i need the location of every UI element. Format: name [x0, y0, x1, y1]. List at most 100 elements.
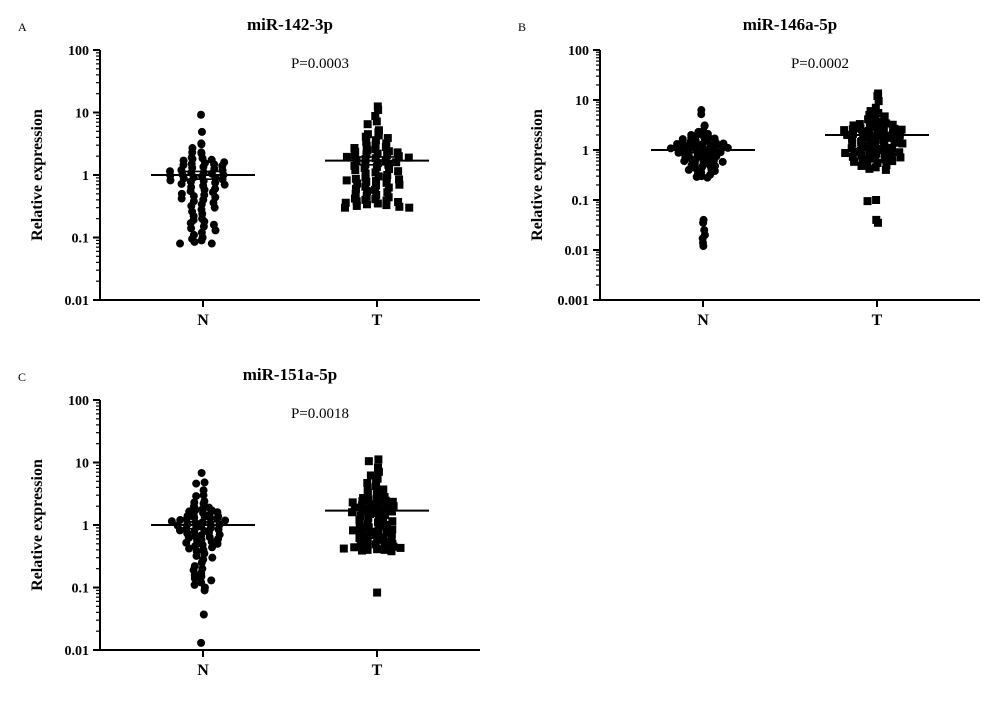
data-point-circle: [697, 110, 705, 118]
data-point-square: [373, 545, 381, 553]
data-point-circle: [201, 478, 209, 486]
y-tick-label: 100: [68, 394, 89, 409]
y-tick-label: 1: [582, 144, 589, 159]
data-point-square: [373, 589, 381, 597]
data-point-square: [374, 455, 382, 463]
data-point-circle: [699, 219, 707, 227]
scatter-panel: miR-151a-5pP=0.00180.010.1110100Relative…: [10, 360, 510, 710]
y-axis-label: Relative expression: [529, 109, 546, 241]
data-point-circle: [208, 240, 216, 248]
data-point-square: [364, 120, 372, 128]
data-point-square: [850, 158, 858, 166]
data-point-square: [395, 203, 403, 211]
y-tick-label: 0.1: [72, 232, 90, 247]
data-point-square: [841, 149, 849, 157]
panel-title: miR-151a-5p: [243, 365, 337, 384]
panel-title: miR-146a-5p: [743, 15, 837, 34]
panel-letter: A: [18, 20, 27, 35]
data-point-square: [373, 117, 381, 125]
data-point-square: [397, 544, 405, 552]
data-point-square: [387, 547, 395, 555]
data-point-square: [874, 219, 882, 227]
y-tick-label: 10: [75, 457, 89, 472]
y-axis-label: Relative expression: [29, 459, 46, 591]
y-tick-label: 10: [575, 94, 589, 109]
data-point-circle: [208, 543, 216, 551]
y-tick-label: 100: [568, 44, 589, 59]
figure-panel: BmiR-146a-5p P=0.0002 0.001 0.01 0.1 1 10 100 Re…: [510, 10, 1000, 360]
y-tick-label: 0.001: [558, 294, 590, 309]
data-point-square: [350, 543, 358, 551]
data-point-square: [858, 162, 866, 170]
x-tick-label: N: [197, 312, 209, 329]
y-tick-label: 0.01: [65, 644, 90, 659]
data-point-circle: [190, 238, 198, 246]
data-point-square: [341, 204, 349, 212]
p-value-label: P=0.0002: [791, 56, 849, 72]
y-tick-label: 0.01: [65, 294, 90, 309]
panel-title: miR-142-3p: [247, 15, 333, 34]
p-value-label: P=0.0018: [291, 406, 349, 422]
data-point-square: [395, 181, 403, 189]
data-point-circle: [719, 158, 727, 166]
y-tick-label: 10: [75, 107, 89, 122]
data-point-square: [896, 153, 904, 161]
data-point-circle: [198, 469, 206, 477]
data-point-circle: [176, 240, 184, 248]
data-point-square: [351, 166, 359, 174]
data-point-square: [864, 197, 872, 205]
data-point-circle: [193, 552, 201, 560]
figure-panel: CmiR-151a-5pP=0.00180.010.1110100Relativ…: [10, 360, 510, 710]
data-point-circle: [221, 181, 229, 189]
data-point-circle: [211, 204, 219, 212]
data-point-square: [363, 200, 371, 208]
panel-letter: C: [18, 370, 26, 385]
x-tick-label: T: [372, 312, 383, 329]
data-point-circle: [178, 195, 186, 203]
data-point-square: [394, 167, 402, 175]
data-point-circle: [208, 554, 216, 562]
data-point-square: [353, 202, 361, 210]
data-point-circle: [685, 166, 693, 174]
data-point-square: [348, 508, 356, 516]
x-tick-label: N: [197, 662, 209, 679]
data-point-square: [882, 166, 890, 174]
data-point-circle: [166, 176, 174, 184]
y-tick-label: 1: [82, 169, 89, 184]
p-value-label: P=0.0003: [291, 56, 349, 72]
data-point-circle: [198, 236, 206, 244]
data-point-square: [898, 139, 906, 147]
data-point-circle: [693, 173, 701, 181]
y-axis-label: Relative expression: [29, 109, 46, 241]
data-point-square: [405, 204, 413, 212]
data-point-circle: [703, 174, 711, 182]
y-tick-label: 0.1: [572, 194, 590, 209]
scatter-panel: miR-142-3pP=0.00030.010.1110100Relative …: [10, 10, 510, 360]
data-point-square: [365, 457, 373, 465]
data-point-square: [343, 176, 351, 184]
data-point-circle: [197, 639, 205, 647]
x-tick-label: T: [372, 662, 383, 679]
data-point-circle: [198, 128, 206, 136]
y-tick-label: 0.01: [565, 244, 590, 259]
data-point-circle: [191, 581, 199, 589]
data-point-circle: [197, 111, 205, 119]
data-point-square: [865, 165, 873, 173]
data-point-circle: [699, 242, 707, 250]
panel-letter: B: [518, 20, 526, 35]
data-point-circle: [211, 226, 219, 234]
data-point-circle: [667, 144, 675, 152]
data-point-square: [375, 468, 383, 476]
scatter-panel: miR-146a-5p P=0.0002 0.001 0.01 0.1 1 10 100 Rel…: [510, 10, 1000, 360]
data-point-circle: [178, 180, 186, 188]
data-point-circle: [207, 576, 215, 584]
data-point-square: [349, 526, 357, 534]
figure-panel: AmiR-142-3pP=0.00030.010.1110100Relative…: [10, 10, 510, 360]
data-point-square: [872, 196, 880, 204]
data-point-circle: [192, 480, 200, 488]
y-tick-label: 1: [82, 519, 89, 534]
data-point-square: [358, 547, 366, 555]
data-point-circle: [185, 545, 193, 553]
data-point-square: [374, 199, 382, 207]
data-point-circle: [200, 610, 208, 618]
